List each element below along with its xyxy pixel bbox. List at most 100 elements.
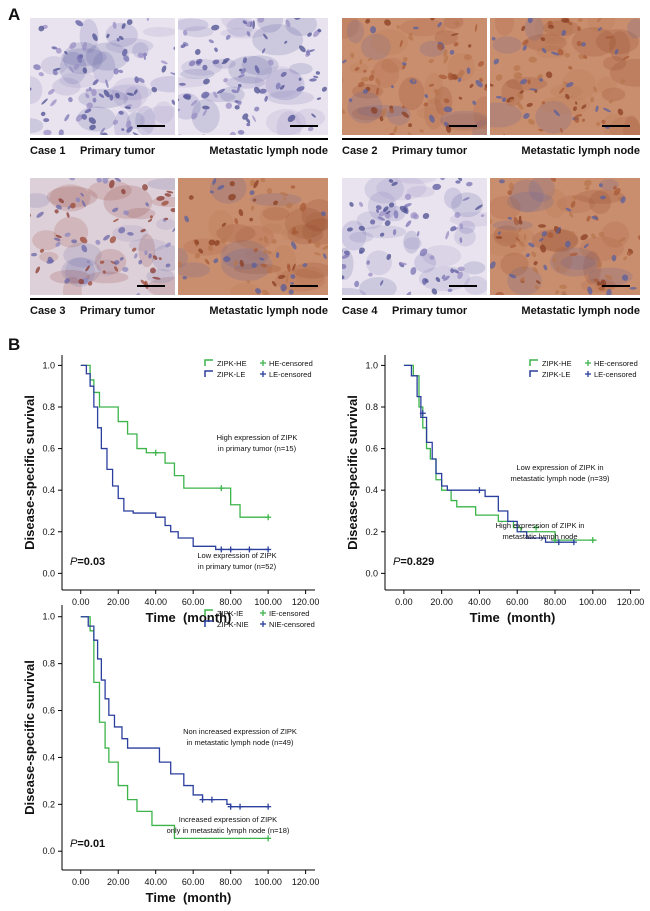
nucleus xyxy=(244,166,249,175)
annotation: in primary tumor (n=52) xyxy=(198,562,277,571)
nucleus xyxy=(194,253,201,259)
nucleus xyxy=(285,19,291,27)
nucleus xyxy=(509,182,514,192)
nucleus xyxy=(214,240,220,246)
nucleus xyxy=(620,196,626,204)
p-symbol: P xyxy=(393,556,401,568)
nucleus xyxy=(591,215,599,220)
nucleus xyxy=(621,274,629,281)
nucleus xyxy=(228,193,236,201)
nucleus xyxy=(81,113,88,120)
nucleus xyxy=(55,47,62,54)
nucleus xyxy=(245,117,251,124)
annotation: metastatic lymph node xyxy=(502,532,577,541)
nucleus xyxy=(459,69,465,76)
y-tick-label: 0.8 xyxy=(42,659,55,669)
nucleus xyxy=(137,52,145,58)
tissue-patch xyxy=(139,105,175,135)
nucleus xyxy=(417,231,420,237)
tissue-patch xyxy=(285,18,318,36)
tissue-patch xyxy=(267,90,315,105)
nucleus xyxy=(513,65,521,72)
tissue-patch xyxy=(552,247,573,274)
censor-mark xyxy=(419,410,426,417)
nucleus xyxy=(212,178,217,185)
nucleus xyxy=(365,18,371,24)
tissue-patch xyxy=(473,96,487,130)
nucleus xyxy=(594,11,599,16)
tissue-patch xyxy=(78,88,129,109)
tissue-patch xyxy=(150,75,175,93)
nucleus xyxy=(321,86,327,92)
y-tick-label: 0.6 xyxy=(365,444,378,454)
censor-mark xyxy=(570,539,577,546)
nucleus xyxy=(92,79,99,86)
tissue-patch xyxy=(59,72,98,89)
nucleus xyxy=(114,178,122,182)
tissue-patch xyxy=(579,236,624,261)
nucleus xyxy=(587,286,593,295)
nucleus xyxy=(138,77,145,83)
nucleus xyxy=(391,181,398,186)
nucleus xyxy=(271,238,277,244)
nucleus xyxy=(30,87,32,92)
nucleus xyxy=(375,205,382,210)
nucleus xyxy=(75,197,81,203)
tissue-label: Metastatic lymph node xyxy=(521,145,640,157)
tissue-patch xyxy=(342,287,367,295)
nucleus xyxy=(109,179,115,189)
tissue-patch xyxy=(602,113,625,135)
annotation: metastatic lymph node (n=39) xyxy=(510,474,610,483)
tissue-patch xyxy=(221,18,252,30)
tissue-patch xyxy=(85,271,129,284)
tissue-patch xyxy=(30,193,50,208)
nucleus xyxy=(39,248,45,253)
y-tick-label: 1.0 xyxy=(365,360,378,370)
legend-label: ZIPK-NIE xyxy=(217,620,249,629)
nucleus xyxy=(598,183,603,188)
nucleus xyxy=(251,262,257,268)
nucleus xyxy=(78,278,85,285)
nucleus xyxy=(591,233,596,239)
nucleus xyxy=(43,118,50,123)
nucleus xyxy=(391,85,394,89)
nucleus xyxy=(441,274,446,280)
nucleus xyxy=(239,68,243,72)
nucleus xyxy=(342,263,347,270)
nucleus xyxy=(38,25,45,32)
legend-label: ZIPK-LE xyxy=(542,370,570,379)
tissue-patch xyxy=(583,251,602,285)
nucleus xyxy=(600,195,607,200)
nucleus xyxy=(598,286,605,291)
nucleus xyxy=(118,227,126,234)
tissue-patch xyxy=(493,225,520,247)
tissue-patch xyxy=(61,257,101,285)
tissue-patch xyxy=(601,87,626,102)
nucleus xyxy=(121,128,125,131)
nucleus xyxy=(86,102,93,109)
nucleus xyxy=(370,69,375,75)
nucleus xyxy=(564,52,571,58)
nucleus xyxy=(597,18,603,23)
nucleus xyxy=(573,106,577,111)
censor-mark xyxy=(265,803,272,810)
panel-label: B xyxy=(8,335,20,354)
nucleus xyxy=(509,244,517,248)
tissue-patch xyxy=(365,250,392,276)
nucleus xyxy=(384,220,391,227)
nucleus xyxy=(213,91,218,99)
nucleus xyxy=(84,11,91,18)
nucleus xyxy=(528,119,535,125)
nucleus xyxy=(112,119,119,125)
nucleus xyxy=(424,94,428,99)
nucleus xyxy=(285,275,289,284)
nucleus xyxy=(211,24,220,31)
nucleus xyxy=(593,86,598,93)
p-symbol: P xyxy=(70,838,78,850)
nucleus xyxy=(291,241,297,250)
nucleus xyxy=(253,180,259,189)
nucleus xyxy=(286,263,291,272)
censor-mark xyxy=(476,487,483,494)
nucleus xyxy=(262,289,270,295)
nucleus xyxy=(279,84,285,90)
